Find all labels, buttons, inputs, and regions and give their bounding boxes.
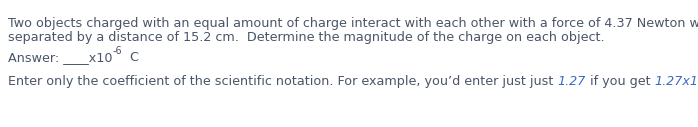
Text: Answer: ____x10: Answer: ____x10	[8, 51, 112, 64]
Text: C: C	[126, 51, 139, 64]
Text: if you get: if you get	[586, 75, 655, 88]
Text: 1.27x10: 1.27x10	[655, 75, 698, 88]
Text: separated by a distance of 15.2 cm.  Determine the magnitude of the charge on ea: separated by a distance of 15.2 cm. Dete…	[8, 31, 604, 44]
Text: 1.27: 1.27	[558, 75, 586, 88]
Text: Enter only the coefficient of the scientific notation. For example, you’d enter : Enter only the coefficient of the scient…	[8, 75, 558, 88]
Text: -6: -6	[113, 46, 123, 56]
Text: Two objects charged with an equal amount of charge interact with each other with: Two objects charged with an equal amount…	[8, 17, 698, 30]
